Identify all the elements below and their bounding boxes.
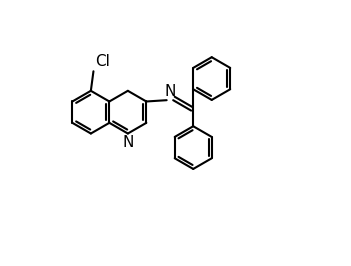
- Text: N: N: [164, 84, 176, 99]
- Text: Cl: Cl: [95, 54, 110, 69]
- Text: N: N: [122, 135, 133, 150]
